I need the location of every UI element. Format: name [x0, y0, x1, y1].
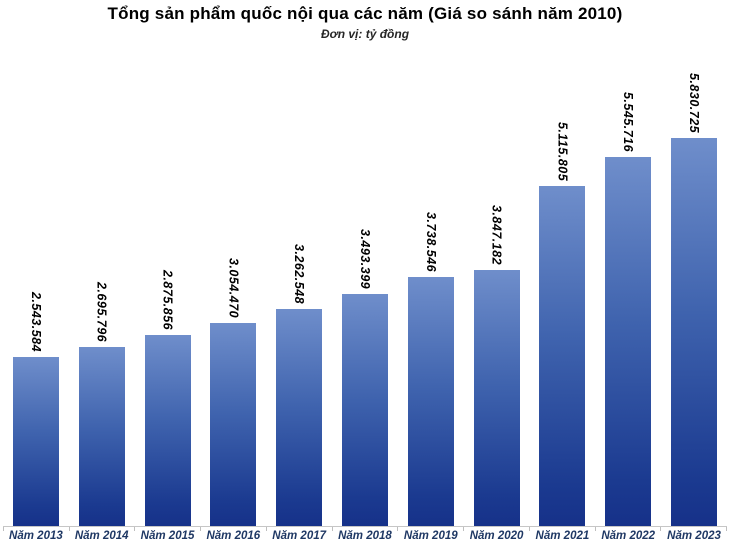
category-label: Năm 2013	[9, 530, 63, 542]
bar	[473, 270, 520, 526]
bar-group: 5.115.805	[530, 122, 596, 526]
bar-group: 2.875.856	[135, 270, 201, 526]
x-axis-labels: Năm 2013 Năm 2014 Năm 2015 Năm 2016 Năm 2017…	[3, 530, 727, 548]
bar	[605, 157, 652, 526]
bar-value-label: 5.115.805	[555, 121, 570, 181]
bar	[671, 138, 718, 526]
chart-title: Tổng sản phẩm quốc nội qua các năm (Giá …	[107, 4, 623, 23]
axis-tick	[68, 527, 135, 531]
bar-group: 3.738.546	[398, 212, 464, 526]
category-label: Năm 2016	[206, 530, 261, 542]
category-label: Năm 2019	[403, 530, 458, 542]
bar	[144, 335, 191, 526]
category-label: Năm 2017	[272, 530, 327, 542]
axis-tick	[397, 527, 463, 531]
axis-tick	[528, 527, 595, 531]
bar-value-label: 5.545.716	[621, 91, 636, 152]
bar-value-label: 3.493.399	[357, 228, 372, 289]
x-axis-ticks	[3, 527, 728, 531]
bar-group: 2.695.796	[69, 282, 135, 526]
category-label: Năm 2020	[469, 530, 524, 542]
category-label: Năm 2014	[74, 530, 129, 542]
axis-tick	[660, 527, 728, 531]
bar-group: 3.847.182	[464, 205, 530, 526]
axis-tick	[594, 527, 661, 531]
category-label: Năm 2023	[667, 530, 721, 542]
axis-tick	[265, 527, 332, 531]
bar-value-label: 3.054.470	[226, 257, 241, 318]
bar-group: 5.830.725	[661, 73, 727, 526]
bar	[210, 323, 257, 526]
bar-value-label: 2.695.796	[94, 281, 109, 342]
category-label: Năm 2022	[601, 530, 656, 542]
bar-group: 3.493.399	[332, 229, 398, 526]
axis-tick	[134, 527, 200, 531]
bar-value-label: 2.875.856	[160, 269, 175, 330]
axis-tick	[331, 527, 398, 531]
bar-group: 3.054.470	[200, 258, 266, 526]
bar-group: 5.545.716	[595, 92, 661, 526]
bar-group: 2.543.584	[3, 292, 69, 526]
bar-value-label: 3.847.182	[489, 204, 504, 265]
category-label: Năm 2018	[338, 530, 392, 542]
bar-value-label: 2.543.584	[28, 291, 43, 352]
category-label: Năm 2021	[535, 530, 590, 542]
bar	[341, 294, 388, 526]
axis-tick	[200, 527, 266, 531]
axis-tick	[463, 527, 529, 531]
bar-group: 3.262.548	[266, 244, 332, 526]
bar-value-label: 3.262.548	[292, 243, 307, 304]
bar	[12, 357, 59, 526]
chart-subtitle: Đơn vị: tỷ đồng	[320, 27, 410, 41]
bar	[276, 309, 323, 526]
bar	[78, 347, 125, 526]
plot-area: 2.543.584 2.695.796 2.875.856 3.054.470 3.26…	[3, 44, 727, 527]
bar	[407, 277, 454, 526]
axis-tick	[3, 527, 69, 531]
bar	[539, 186, 586, 526]
category-label: Năm 2015	[140, 530, 195, 542]
bar-value-label: 3.738.546	[423, 211, 438, 272]
bar-value-label: 5.830.725	[687, 72, 702, 133]
